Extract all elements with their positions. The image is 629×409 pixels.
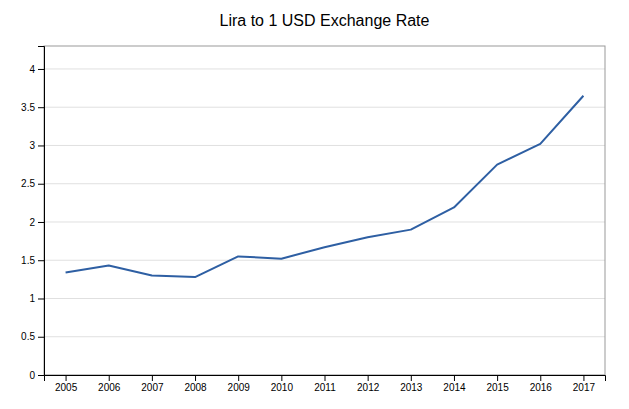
plot-frame: [44, 46, 605, 375]
y-tick-label: 4: [29, 64, 35, 75]
marks: [66, 96, 584, 277]
x-tick-label: 2017: [573, 382, 596, 393]
x-tick: 2005: [55, 375, 78, 393]
y-tick-mark: [38, 298, 44, 299]
x-tick: 2011: [314, 375, 336, 393]
grid-line: [44, 221, 605, 222]
y-tick-mark: [38, 375, 44, 376]
grid-line: [44, 298, 605, 299]
grid-line: [44, 336, 605, 337]
y-tick: 3.5: [21, 102, 44, 113]
y-tick: 1.5: [21, 255, 44, 266]
x-tick-mark: [109, 375, 110, 381]
y-tick: 2: [29, 217, 44, 228]
y-tick-label: 1.5: [21, 255, 35, 266]
x-tick: 2017: [573, 375, 596, 393]
y-tick-mark: [38, 184, 44, 185]
x-tick-label: 2008: [184, 382, 207, 393]
y-tick-label: 1: [29, 293, 35, 304]
y-axis: 0 0.5 1 1.5 2 2.5 3 3.5 4: [21, 47, 44, 381]
x-tick-label: 2009: [228, 382, 251, 393]
x-tick-label: 2010: [271, 382, 294, 393]
x-tick-mark: [368, 375, 369, 381]
y-tick-mark: [38, 107, 44, 108]
grid-line: [44, 107, 605, 108]
x-tick-mark: [583, 375, 584, 381]
x-tick: 2015: [486, 375, 509, 393]
y-tick-mark: [38, 260, 44, 261]
x-tick-mark: [66, 375, 67, 381]
x-tick: 2013: [400, 375, 423, 393]
y-tick-mark: [38, 222, 44, 223]
plot: 0 0.5 1 1.5 2 2.5 3 3.5 4 2005 2006 2007 2008 2009 201…: [21, 46, 605, 393]
x-tick: 2009: [228, 375, 251, 393]
x-tick-label: 2005: [55, 382, 78, 393]
x-tick: 2016: [530, 375, 553, 393]
x-tick-mark: [497, 375, 498, 381]
x-tick: 2010: [271, 375, 294, 393]
y-tick: 3: [29, 140, 44, 151]
y-tick-label: 0: [29, 370, 35, 381]
grid-line: [44, 183, 605, 184]
y-tick-label: 0.5: [21, 331, 35, 342]
chart: 0 0.5 1 1.5 2 2.5 3 3.5 4 2005 2006 2007 2008 2009 201…: [0, 0, 629, 409]
x-tick-label: 2014: [443, 382, 466, 393]
y-tick: 1: [29, 293, 44, 304]
y-tick: 4: [29, 64, 44, 75]
grid-line: [44, 68, 605, 69]
x-tick-label: 2012: [357, 382, 380, 393]
grid-line: [44, 260, 605, 261]
y-tick-label: 2.5: [21, 178, 35, 189]
y-tick-label: 2: [29, 217, 35, 228]
line: [66, 96, 584, 277]
x-tick-label: 2013: [400, 382, 423, 393]
x-axis-line: [45, 376, 606, 382]
x-tick-mark: [281, 375, 282, 381]
y-tick-label: 3.5: [21, 102, 35, 113]
grid: [44, 69, 605, 375]
title: Lira to 1 USD Exchange Rate: [220, 12, 430, 29]
y-tick: 2.5: [21, 178, 44, 189]
x-tick-mark: [325, 375, 326, 381]
y-tick: 0: [29, 370, 44, 381]
x-tick-label: 2007: [141, 382, 164, 393]
y-tick: 0.5: [21, 331, 44, 342]
x-tick: 2008: [184, 375, 207, 393]
x-axis: 2005 2006 2007 2008 2009 2010 2011 2012 2013 2014…: [45, 375, 606, 393]
x-tick-label: 2011: [314, 382, 336, 393]
y-tick-mark: [38, 69, 44, 70]
x-tick-mark: [411, 375, 412, 381]
x-tick-mark: [152, 375, 153, 381]
y-axis-line: [38, 47, 45, 376]
x-tick: 2006: [98, 375, 121, 393]
x-tick-label: 2006: [98, 382, 121, 393]
y-tick-mark: [38, 337, 44, 338]
x-tick-mark: [540, 375, 541, 381]
x-tick-mark: [454, 375, 455, 381]
x-tick: 2014: [443, 375, 466, 393]
x-tick-mark: [195, 375, 196, 381]
y-tick-label: 3: [29, 140, 35, 151]
x-tick-mark: [238, 375, 239, 381]
grid-line: [44, 145, 605, 146]
x-tick: 2007: [141, 375, 164, 393]
x-tick-label: 2015: [486, 382, 509, 393]
x-tick-label: 2016: [530, 382, 553, 393]
x-tick: 2012: [357, 375, 380, 393]
y-tick-mark: [38, 145, 44, 146]
